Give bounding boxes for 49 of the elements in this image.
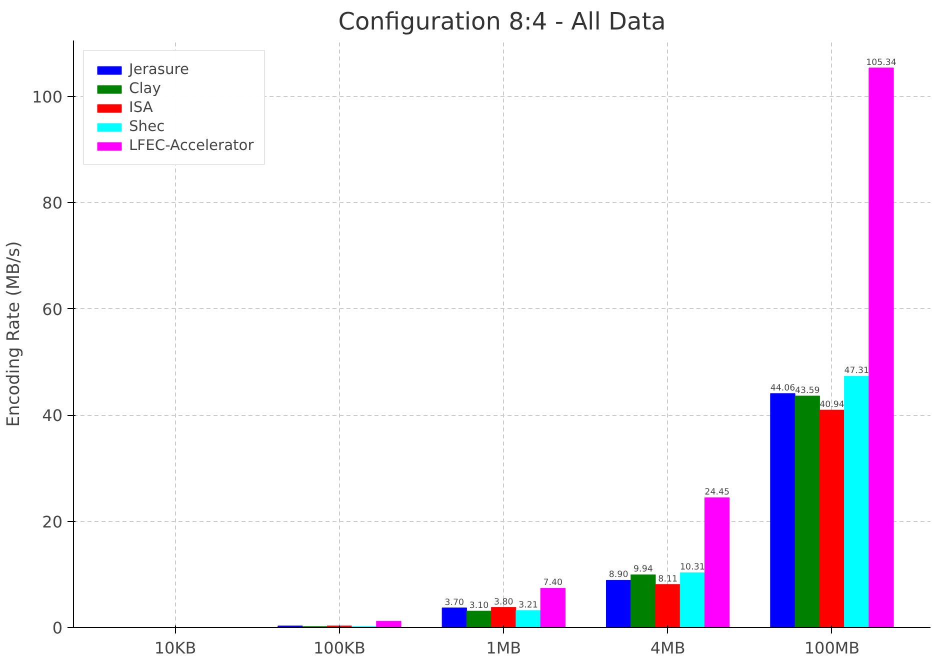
data-label: 24.45 xyxy=(704,488,730,498)
data-label: 3.10 xyxy=(469,601,489,612)
bar xyxy=(704,497,730,628)
bar xyxy=(630,574,656,628)
data-label: 9.94 xyxy=(634,564,654,575)
bar xyxy=(868,68,894,628)
bar xyxy=(491,607,516,628)
data-label: 3.21 xyxy=(518,600,538,610)
bar xyxy=(770,393,796,628)
x-tick-label: 4MB xyxy=(650,638,686,658)
data-label: 8.11 xyxy=(658,574,678,584)
y-tick-label: 80 xyxy=(42,194,62,213)
data-label: 40.94 xyxy=(820,400,845,410)
x-tick-label: 1MB xyxy=(486,638,522,658)
bar xyxy=(606,580,632,628)
y-tick-label: 60 xyxy=(42,300,62,319)
data-label: 105.34 xyxy=(866,58,897,68)
data-label: 3.80 xyxy=(494,597,514,608)
bar xyxy=(466,610,492,628)
bar xyxy=(794,396,820,628)
legend-label: Jerasure xyxy=(129,61,189,78)
y-axis-title: Encoding Rate (MB/s) xyxy=(4,241,24,427)
data-label: 47.31 xyxy=(844,366,870,376)
bar xyxy=(819,410,845,628)
bar xyxy=(442,608,467,628)
data-label: 3.70 xyxy=(444,598,464,608)
bar xyxy=(680,572,706,628)
bar xyxy=(844,376,870,628)
legend-label: LFEC-Accelerator xyxy=(129,137,254,154)
y-tick-label: 0 xyxy=(52,618,63,638)
bar xyxy=(540,588,566,628)
bar xyxy=(376,620,402,628)
x-tick-label: 100MB xyxy=(804,638,860,658)
bar xyxy=(516,610,541,628)
x-tick-label: 10KB xyxy=(154,638,196,658)
legend-label: ISA xyxy=(129,99,153,116)
y-tick-label: 100 xyxy=(32,87,63,106)
x-tick-label: 100KB xyxy=(313,638,366,658)
chart-title: Configuration 8:4 - All Data xyxy=(338,8,666,36)
y-tick-label: 20 xyxy=(42,512,62,532)
y-tick-label: 40 xyxy=(42,406,62,426)
data-label: 7.40 xyxy=(543,578,563,588)
data-label: 44.06 xyxy=(770,383,796,394)
legend-label: Clay xyxy=(129,80,161,97)
legend-label: Shec xyxy=(129,118,165,135)
data-label: 8.90 xyxy=(608,570,628,580)
data-label: 43.59 xyxy=(794,386,820,396)
data-label: 10.31 xyxy=(680,562,705,573)
bar xyxy=(655,584,680,628)
